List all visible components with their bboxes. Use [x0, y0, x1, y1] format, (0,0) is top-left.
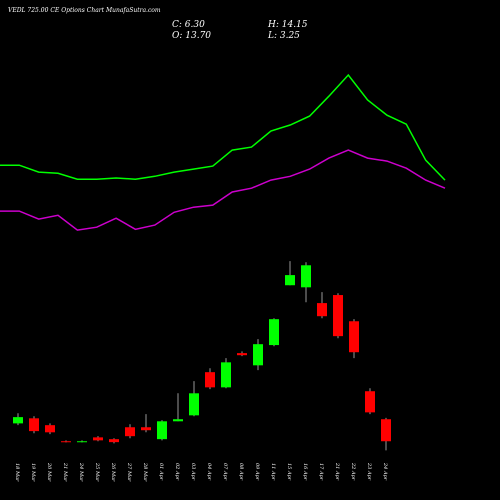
- candle-body: [253, 344, 263, 366]
- candle-body: [77, 441, 87, 443]
- candle-body: [125, 427, 135, 437]
- x-tick-label: 17 Apr: [318, 463, 324, 481]
- average-line: [0, 73, 446, 181]
- x-tick-label: 16 Apr: [302, 463, 308, 481]
- x-tick-label: 22 Apr: [350, 462, 356, 481]
- x-tick-label: 24 Apr: [382, 462, 388, 481]
- candle-body: [93, 437, 103, 441]
- candle-body: [29, 418, 39, 432]
- candle-body: [109, 439, 119, 443]
- candle-body: [61, 441, 71, 443]
- candle-body: [157, 421, 167, 440]
- x-tick-label: 27 Mar: [126, 462, 132, 482]
- x-tick-label: 15 Apr: [286, 463, 292, 481]
- x-tick-label: 21 Apr: [334, 462, 340, 481]
- candle-body: [269, 319, 279, 346]
- low-info: L: 3.25: [267, 31, 300, 41]
- x-tick-label: 28 Mar: [142, 462, 148, 482]
- x-tick-label: 26 Mar: [110, 462, 116, 482]
- x-tick-label: 07 Apr: [222, 463, 228, 481]
- x-tick-label: 04 Apr: [206, 463, 212, 481]
- x-tick-label: 21 Mar: [62, 462, 68, 482]
- candle-body: [365, 391, 375, 413]
- x-tick-label: 18 Mar: [14, 463, 20, 482]
- chart-title: VEDL 725.00 CE Options Chart MunafaSutra…: [8, 7, 161, 14]
- open-info: O: 13.70: [172, 31, 211, 41]
- candle-body: [381, 419, 391, 442]
- x-tick-label: 08 Apr: [238, 463, 244, 481]
- candle-body: [285, 275, 295, 286]
- candle-body: [141, 427, 151, 431]
- x-tick-label: 24 Mar: [78, 462, 84, 482]
- x-tick-label: 25 Mar: [94, 462, 100, 482]
- candle-body: [333, 295, 343, 337]
- candle-body: [221, 362, 231, 388]
- candle-body: [45, 425, 55, 433]
- candle-body: [237, 353, 247, 356]
- x-tick-label: 11 Apr: [270, 463, 276, 481]
- x-tick-label: 03 Apr: [190, 463, 196, 481]
- candle-body: [317, 303, 327, 317]
- average-line: [0, 149, 446, 231]
- candle-body: [349, 321, 359, 353]
- x-tick-label: 23 Apr: [366, 462, 372, 481]
- x-tick-label: 19 Mar: [30, 463, 36, 482]
- candle-body: [173, 419, 183, 422]
- candle-body: [13, 417, 23, 424]
- candle-body: [301, 265, 311, 288]
- candle-body: [205, 372, 215, 388]
- high-info: H: 14.15: [267, 20, 308, 30]
- x-tick-label: 02 Apr: [174, 463, 180, 481]
- x-tick-label: 09 Apr: [254, 463, 260, 481]
- x-tick-label: 01 Apr: [158, 463, 164, 481]
- x-tick-label: 20 Mar: [46, 462, 52, 482]
- candle-body: [189, 393, 199, 416]
- close-info: C: 6.30: [172, 20, 205, 30]
